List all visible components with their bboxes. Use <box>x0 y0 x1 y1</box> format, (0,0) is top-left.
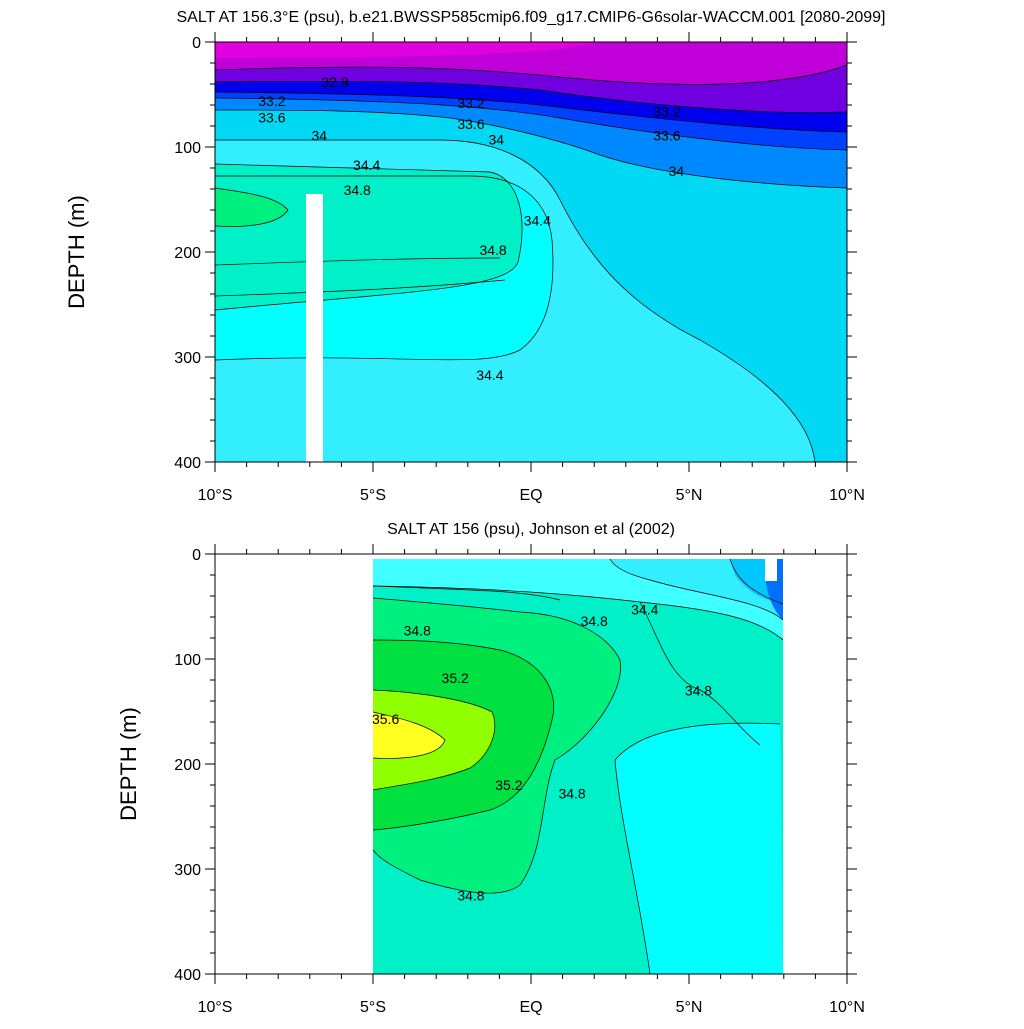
fill-31-6-band <box>215 42 600 58</box>
y-tick-label: 300 <box>174 350 201 367</box>
contour-lines-bottom <box>372 558 784 974</box>
contour-label: 34.8 <box>558 785 585 801</box>
y-axis-label-top: DEPTH (m) <box>64 195 89 309</box>
chart-panel-bottom: 34.8 34.8 34.4 35.2 35.6 34.8 35.2 34.8 34.8 0 10… <box>116 521 865 1016</box>
y-axis-label-bottom: DEPTH (m) <box>116 707 141 821</box>
fill-35-0-core <box>215 188 288 227</box>
contour-label: 33.6 <box>653 127 680 143</box>
x-tick-label: 10°N <box>829 999 865 1016</box>
contour-label: 34 <box>488 132 504 148</box>
chart-panel-top: 32.833.233.63434.434.834.834.434.433.233… <box>64 9 885 504</box>
y-tick-label: 0 <box>192 35 201 52</box>
fill-34-8-core <box>215 164 523 310</box>
contour-labels-bottom: 34.8 34.8 34.4 35.2 35.6 34.8 35.2 34.8 34.8 <box>372 602 712 904</box>
contour-label: 33.6 <box>258 110 285 126</box>
y-tick-label: 400 <box>174 967 201 984</box>
x-tick-label: EQ <box>519 999 542 1016</box>
x-tick-label: 10°N <box>829 487 865 504</box>
y-tick-label: 300 <box>174 862 201 879</box>
contour-label: 34.4 <box>631 602 658 618</box>
x-tick-label: 5°N <box>676 487 703 504</box>
contour-field-top <box>215 42 847 462</box>
contour-label: 34 <box>669 163 685 179</box>
x-tick-label: 5°S <box>360 999 386 1016</box>
x-tick-label: 5°N <box>676 999 703 1016</box>
axes-bottom: 0 100 200 300 400 10°S 5°S EQ 5°N 10°N <box>174 544 865 1016</box>
contour-label: 33.2 <box>258 93 285 109</box>
y-tick-label: 400 <box>174 455 201 472</box>
fill-35-6-core <box>373 712 445 759</box>
contour-label: 33.2 <box>653 103 680 119</box>
contour-label: 34.8 <box>404 623 431 639</box>
x-tick-label: 10°S <box>198 487 233 504</box>
y-tick-label: 0 <box>192 547 201 564</box>
missing-data-gap <box>765 559 777 581</box>
missing-data-column <box>306 194 323 462</box>
contour-label: 32.8 <box>321 74 348 90</box>
contour-label: 35.6 <box>372 711 399 727</box>
contour-label: 34.8 <box>581 613 608 629</box>
contour-label: 34.8 <box>344 182 371 198</box>
contour-labels-top: 32.833.233.63434.434.834.834.434.433.233… <box>258 74 684 383</box>
y-tick-label: 100 <box>174 140 201 157</box>
y-tick-label: 100 <box>174 652 201 669</box>
contour-label: 34.4 <box>353 157 380 173</box>
y-tick-label: 200 <box>174 757 201 774</box>
axes-top: 0 100 200 300 400 10°S 5°S EQ 5°N 10°N <box>174 32 865 504</box>
contour-label: 33.6 <box>457 116 484 132</box>
contour-label: 34.8 <box>457 887 484 903</box>
contour-label: 34.8 <box>685 683 712 699</box>
x-tick-label: EQ <box>519 487 542 504</box>
y-tick-label: 200 <box>174 245 201 262</box>
x-tick-label: 10°S <box>198 999 233 1016</box>
contour-label: 33.2 <box>457 95 484 111</box>
contour-lines-top <box>215 64 847 462</box>
fill-34-6-east <box>615 723 783 974</box>
contour-label: 34.8 <box>479 242 506 258</box>
chart-title-bottom: SALT AT 156 (psu), Johnson et al (2002) <box>387 521 675 538</box>
contour-field-bottom <box>372 558 784 974</box>
contour-label: 34.4 <box>476 367 503 383</box>
contour-label: 35.2 <box>442 670 469 686</box>
chart-title-top: SALT AT 156.3°E (psu), b.e21.BWSSP585cmi… <box>177 9 886 26</box>
x-tick-label: 5°S <box>360 487 386 504</box>
contour-label: 34 <box>311 127 327 143</box>
contour-label: 35.2 <box>495 777 522 793</box>
contour-label: 34.4 <box>524 213 551 229</box>
